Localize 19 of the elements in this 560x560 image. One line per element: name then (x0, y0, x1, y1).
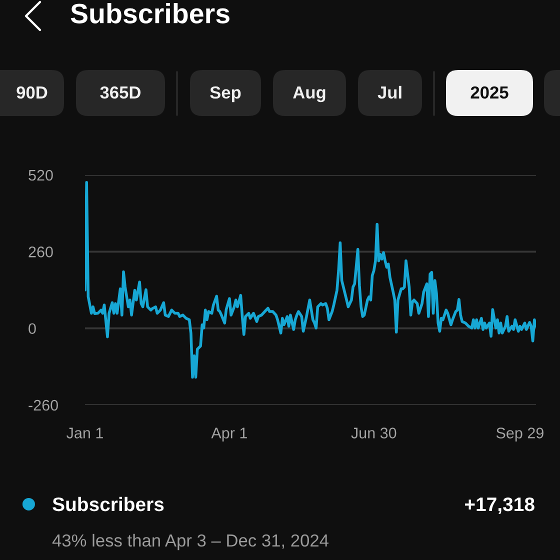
x-tick-label: Sep 29 (496, 428, 544, 442)
y-tick-label: 0 (28, 323, 36, 334)
text: 90D (16, 86, 48, 99)
y-tick-label: 520 (28, 170, 53, 181)
text: 43% less than Apr 3 – Dec 31, 2024 (52, 534, 328, 550)
y-tick-label: -260 (28, 400, 58, 411)
text: +17,318 (464, 497, 534, 514)
legend-label: Subscribers (52, 496, 164, 512)
chart-title: Subscribers (70, 3, 230, 24)
line-series (85, 180, 536, 379)
text: 365D (100, 86, 141, 99)
text: Sep (210, 86, 241, 102)
y-tick-label: 260 (28, 246, 53, 258)
text: Jul (378, 86, 402, 99)
x-tick-label: Jan 1 (66, 428, 103, 438)
text: 2025 (470, 86, 508, 99)
x-tick-label: Jun 30 (351, 428, 396, 438)
text: Aug (293, 86, 326, 102)
x-tick-label: Apr 1 (211, 428, 247, 442)
